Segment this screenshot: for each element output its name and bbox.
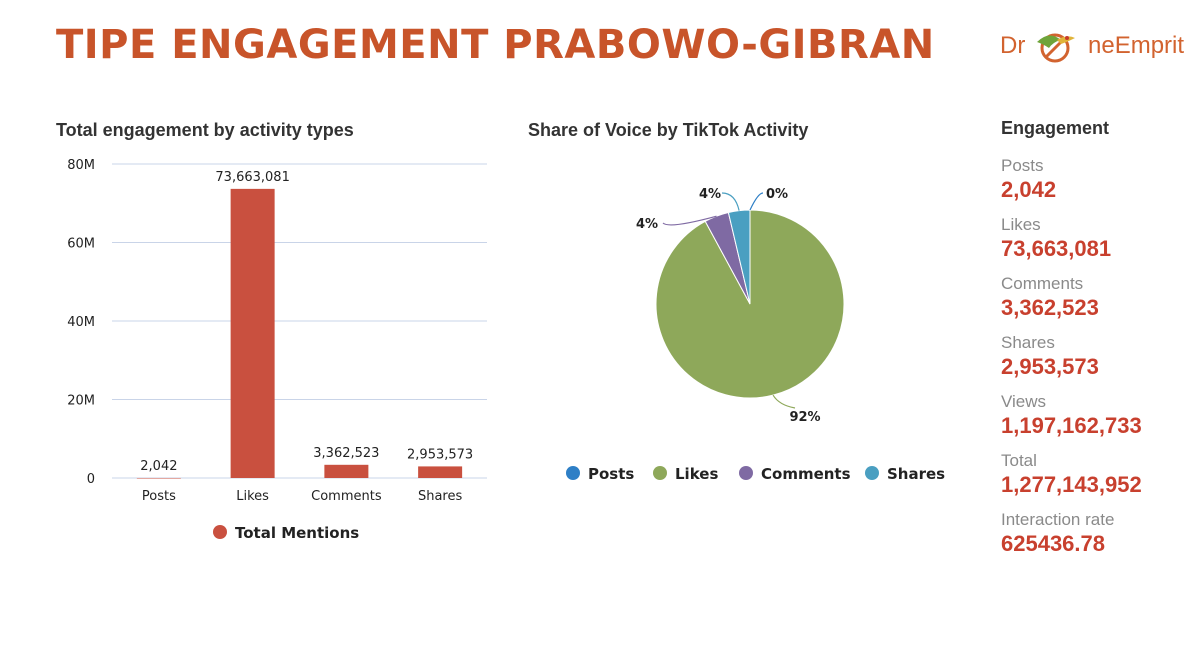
droneemprit-logo: Dr neEmprit — [1000, 26, 1184, 70]
engagement-title: Engagement — [1001, 118, 1110, 138]
pie-leader-line — [749, 192, 764, 211]
logo-text-left: Dr — [1000, 32, 1026, 59]
engagement-item: Interaction rate 625436.78 — [1001, 510, 1191, 557]
engagement-item: Posts 2,042 — [1001, 156, 1191, 203]
bar-value-label: 3,362,523 — [313, 446, 379, 461]
engagement-label: Posts — [1001, 156, 1044, 175]
bar — [418, 466, 463, 478]
engagement-panel: Engagement Posts 2,042 Likes 73,663,081 Comm… — [1001, 118, 1191, 569]
drone-bird-icon — [1037, 33, 1075, 63]
legend-marker — [739, 466, 753, 480]
legend-marker — [865, 466, 879, 480]
y-tick-label: 60M — [67, 237, 95, 252]
engagement-item: Shares 2,953,573 — [1001, 333, 1191, 380]
legend-label: Total Mentions — [235, 524, 359, 542]
bar-chart-title: Total engagement by activity types — [56, 120, 354, 140]
pie-slice — [727, 209, 751, 305]
pie-slice-label: 4% — [699, 187, 721, 202]
pie-leader-line — [772, 394, 796, 409]
engagement-item: Views 1,197,162,733 — [1001, 392, 1191, 439]
engagement-label: Likes — [1001, 215, 1041, 234]
engagement-label: Views — [1001, 392, 1047, 411]
engagement-item: Likes 73,663,081 — [1001, 215, 1191, 262]
legend-marker — [653, 466, 667, 480]
logo-text-right: neEmprit — [1088, 32, 1185, 59]
pie-leader-line — [721, 192, 740, 211]
y-tick-label: 20M — [67, 394, 95, 409]
pie-chart: 0% 92% 4% 4% Posts Likes Comments Shares — [566, 187, 945, 483]
legend-label: Shares — [887, 465, 945, 483]
bar-chart: 0 20M 40M 60M 80M 2,042 73,663,081 3,362,523 2,… — [67, 158, 487, 542]
x-tick-label: Likes — [236, 489, 269, 504]
pie-slice-label: 4% — [636, 217, 658, 232]
y-tick-label: 0 — [87, 472, 95, 487]
page-title: TIPE ENGAGEMENT PRABOWO-GIBRAN — [56, 22, 935, 68]
legend-marker — [566, 466, 580, 480]
bar — [136, 477, 181, 479]
engagement-label: Shares — [1001, 333, 1055, 352]
engagement-value: 3,362,523 — [1001, 295, 1099, 320]
bar — [324, 464, 369, 478]
engagement-label: Interaction rate — [1001, 510, 1115, 529]
legend-label: Likes — [675, 465, 718, 483]
x-tick-label: Shares — [418, 489, 463, 504]
bar — [230, 188, 275, 478]
engagement-item: Comments 3,362,523 — [1001, 274, 1191, 321]
legend-label: Posts — [588, 465, 634, 483]
engagement-item: Total 1,277,143,952 — [1001, 451, 1191, 498]
legend-label: Comments — [761, 465, 851, 483]
engagement-value: 2,042 — [1001, 177, 1057, 202]
pie-slice-label: 0% — [766, 187, 788, 202]
bar-value-label: 73,663,081 — [215, 170, 289, 185]
y-tick-label: 40M — [67, 315, 95, 330]
engagement-value: 2,953,573 — [1001, 354, 1099, 379]
engagement-value: 73,663,081 — [1001, 236, 1112, 261]
x-tick-label: Posts — [142, 489, 176, 504]
pie-leader-line — [662, 215, 717, 226]
engagement-value: 625436.78 — [1001, 531, 1105, 556]
engagement-value: 1,197,162,733 — [1001, 413, 1142, 438]
legend-marker — [213, 525, 227, 539]
pie-slice-label: 92% — [789, 410, 820, 425]
pie-chart-title: Share of Voice by TikTok Activity — [528, 120, 809, 140]
bar-value-label: 2,953,573 — [407, 447, 473, 462]
engagement-label: Comments — [1001, 274, 1084, 293]
engagement-label: Total — [1001, 451, 1037, 470]
bar-value-label: 2,042 — [140, 459, 177, 474]
x-tick-label: Comments — [311, 489, 382, 504]
engagement-value: 1,277,143,952 — [1001, 472, 1142, 497]
y-tick-label: 80M — [67, 158, 95, 173]
